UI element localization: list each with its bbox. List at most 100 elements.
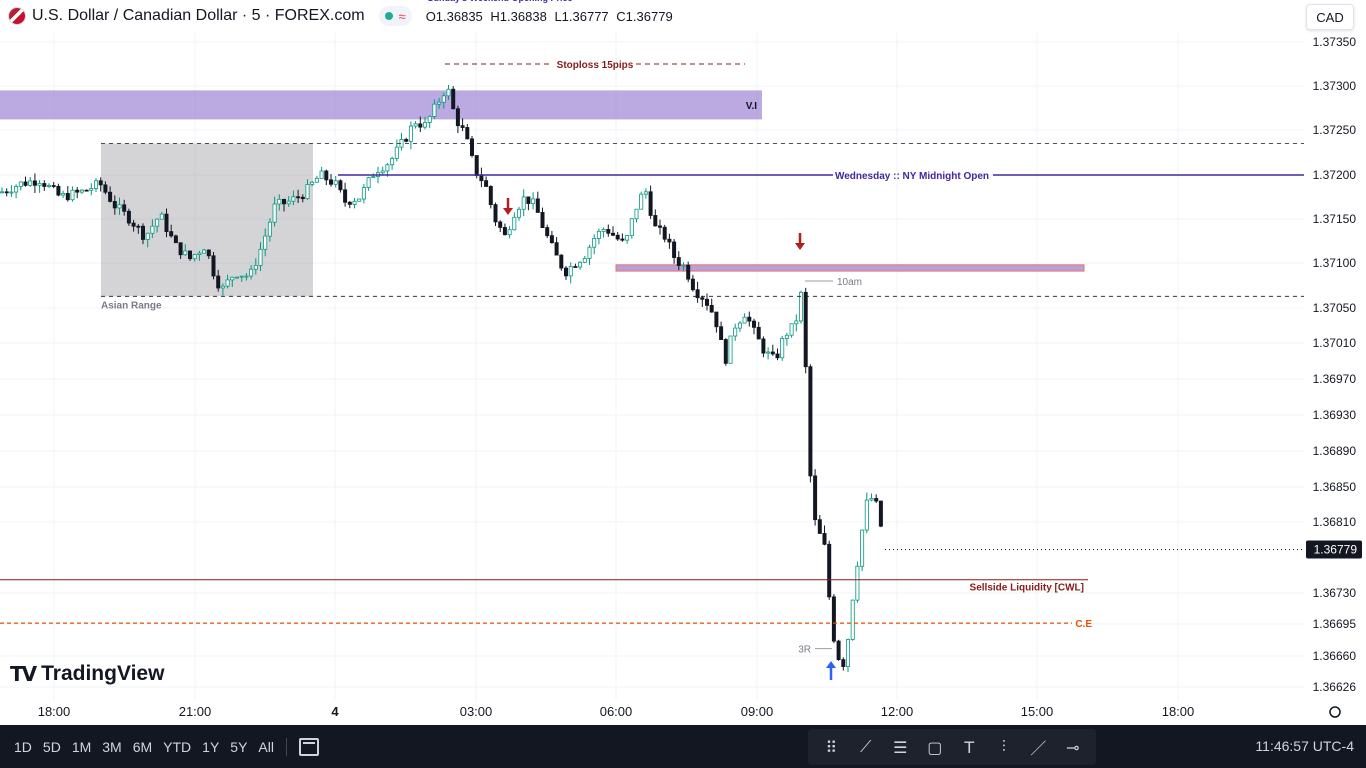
text-icon[interactable]: T: [964, 737, 975, 757]
candle-body: [192, 254, 197, 260]
range-1y-button[interactable]: 1Y: [202, 738, 220, 755]
candle-body: [42, 183, 47, 187]
candle-body: [836, 640, 841, 660]
candle-body: [126, 210, 131, 224]
candle-body: [578, 261, 583, 268]
candle-body: [140, 225, 145, 240]
candle-body: [803, 291, 808, 368]
candle-body: [253, 264, 258, 270]
y-tick-label: 1.36660: [1313, 649, 1357, 663]
currency-button[interactable]: CAD: [1306, 4, 1354, 30]
candle-body: [465, 127, 470, 140]
candle-body: [404, 139, 409, 142]
range-1d-button[interactable]: 1D: [14, 738, 32, 755]
candle-body: [719, 326, 724, 340]
candle-body: [451, 88, 456, 110]
candle-body: [611, 232, 616, 236]
candle-body: [187, 250, 192, 260]
candle-body: [258, 248, 263, 266]
candle-body: [79, 189, 84, 193]
candle-body: [784, 334, 789, 339]
candle-body: [502, 227, 507, 236]
range-ytd-button[interactable]: YTD: [163, 738, 192, 755]
range-6m-button[interactable]: 6M: [132, 738, 153, 755]
candle-body: [37, 183, 42, 186]
tradingview-logo[interactable]: TV TradingView: [10, 662, 164, 686]
candle-body: [493, 204, 498, 223]
asian-range-label: Asian Range: [101, 300, 162, 311]
y-tick-label: 1.37300: [1313, 79, 1357, 93]
market-status-pill[interactable]: ≈: [378, 6, 412, 26]
candle-body: [662, 226, 667, 240]
candle-body: [145, 232, 150, 240]
candle-body: [521, 196, 526, 210]
range-3m-button[interactable]: 3M: [102, 738, 122, 755]
candle-body: [808, 366, 813, 477]
vi-zone-label: V.I: [746, 101, 758, 112]
candle-body: [469, 138, 474, 156]
candle-body: [756, 326, 761, 340]
candle-body: [239, 275, 244, 278]
candle-body: [446, 88, 451, 97]
candle-body: [28, 180, 33, 186]
ray-icon[interactable]: ／: [1030, 739, 1047, 758]
utc-clock[interactable]: 11:46:57 UTC-4: [1255, 738, 1354, 754]
sellside-liquidity-label: Sellside Liquidity [CWL]: [970, 583, 1084, 594]
range-5d-button[interactable]: 5D: [42, 738, 61, 755]
long-position-icon[interactable]: ⫶: [1001, 737, 1006, 756]
candle-body: [98, 180, 103, 186]
range-1m-button[interactable]: 1M: [71, 738, 92, 755]
range-all-button[interactable]: All: [258, 738, 274, 755]
candle-body: [601, 229, 606, 232]
asian-range-box: [101, 143, 313, 297]
candle-body: [164, 213, 169, 232]
candle-body: [234, 276, 239, 279]
down-arrow-icon-1-head: [503, 208, 513, 215]
candle-body: [432, 103, 437, 117]
candle-body: [498, 221, 503, 228]
x-tick-label: 03:00: [460, 704, 493, 719]
y-tick-label: 1.36890: [1313, 444, 1357, 458]
horizontal-ray-icon[interactable]: ⊸: [1066, 737, 1080, 757]
candle-body: [817, 519, 822, 534]
candle-body: [723, 339, 728, 364]
candle-body: [84, 189, 89, 192]
candle-body: [333, 180, 338, 185]
candle-body: [47, 185, 52, 187]
fib-icon[interactable]: ☰: [893, 737, 908, 757]
candle-body: [286, 200, 291, 205]
candle-body: [742, 316, 747, 324]
drag-handle-icon[interactable]: ⠿: [825, 737, 838, 757]
range-5y-button[interactable]: 5Y: [230, 738, 248, 755]
candle-body: [343, 189, 348, 203]
candle-body: [629, 218, 634, 236]
candle-body: [324, 170, 329, 181]
wave-icon: ≈: [398, 8, 406, 24]
ohlc-low: L1.36777: [554, 8, 609, 24]
candle-body: [559, 254, 564, 269]
candle-body: [122, 204, 127, 212]
candle-body: [136, 225, 141, 228]
goto-date-calendar-icon[interactable]: [298, 737, 319, 756]
candle-body: [639, 193, 644, 210]
rectangle-icon[interactable]: ▢: [927, 737, 943, 757]
x-tick-label: 15:00: [1021, 704, 1054, 719]
trendline-icon[interactable]: ⟋: [860, 737, 872, 756]
candle-body: [300, 196, 305, 200]
candle-body: [314, 177, 319, 183]
candle-body: [780, 338, 785, 359]
candle-body: [380, 170, 385, 174]
symbol-title[interactable]: U.S. Dollar / Canadian Dollar · 5 · FORE…: [32, 7, 365, 24]
candle-body: [714, 311, 719, 328]
candle-body: [667, 238, 672, 243]
candle-body: [159, 213, 164, 220]
candle-body: [328, 179, 333, 185]
three-r-label: 3R: [798, 645, 811, 656]
ohlc-open: O1.36835: [425, 8, 483, 24]
candle-body: [211, 255, 216, 277]
candle-body: [507, 229, 512, 236]
candle-body: [385, 164, 390, 172]
candle-body: [197, 252, 202, 255]
fvg-zone-box: [615, 264, 1085, 272]
